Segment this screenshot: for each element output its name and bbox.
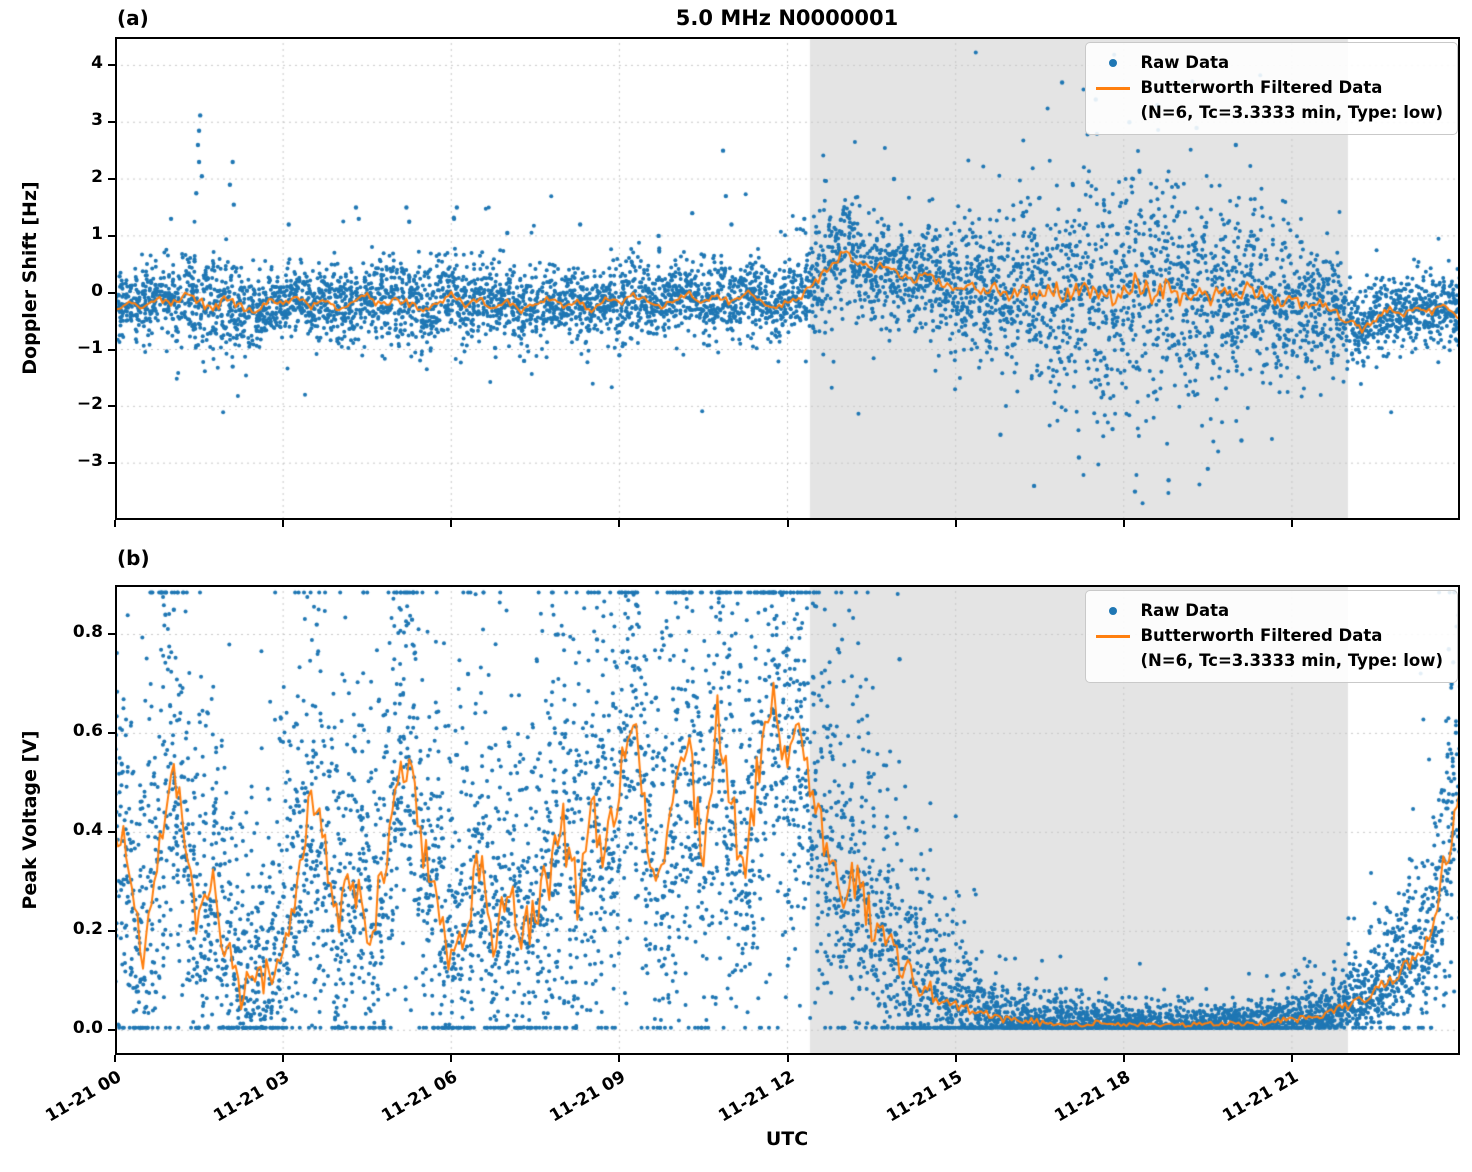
y-tick-mark bbox=[108, 732, 115, 735]
y-tick-label: −1 bbox=[76, 337, 103, 358]
x-tick-label: 11-21 03 bbox=[210, 1067, 294, 1127]
panel-b-label: (b) bbox=[117, 546, 150, 570]
y-tick-label: −3 bbox=[76, 451, 103, 472]
legend-filtered-sublabel: (N=6, Tc=3.3333 min, Type: low) bbox=[1140, 650, 1443, 670]
x-tick-mark bbox=[786, 1055, 789, 1062]
legend-raw-label: Raw Data bbox=[1140, 601, 1230, 620]
y-tick-mark bbox=[108, 178, 115, 181]
x-tick-mark bbox=[1122, 520, 1125, 527]
y-tick-mark bbox=[108, 64, 115, 67]
y-tick-label: 0.8 bbox=[72, 622, 103, 643]
y-tick-mark bbox=[108, 633, 115, 636]
x-tick-mark bbox=[1290, 1055, 1293, 1062]
y-tick-mark bbox=[108, 831, 115, 834]
filtered-line-icon bbox=[1096, 86, 1131, 90]
legend-raw-row: Raw Data bbox=[1096, 51, 1443, 76]
legend-raw-label: Raw Data bbox=[1140, 53, 1230, 72]
y-tick-mark bbox=[108, 234, 115, 237]
x-tick-label: 11-21 09 bbox=[546, 1067, 630, 1127]
y-tick-label: 1 bbox=[91, 223, 103, 244]
y-tick-label: 0.2 bbox=[72, 919, 103, 940]
y-tick-mark bbox=[108, 348, 115, 351]
x-tick-label: 11-21 00 bbox=[42, 1067, 125, 1127]
panel-b-legend: Raw Data Butterworth Filtered Data (N=6,… bbox=[1085, 590, 1458, 684]
x-tick-mark bbox=[786, 520, 789, 527]
figure-title: 5.0 MHz N0000001 bbox=[675, 6, 899, 30]
y-tick-label: 0.4 bbox=[72, 820, 103, 841]
x-tick-label: 11-21 12 bbox=[714, 1067, 798, 1127]
legend-filtered-marker-cell bbox=[1096, 634, 1131, 638]
panel-a-legend: Raw Data Butterworth Filtered Data (N=6,… bbox=[1085, 42, 1458, 136]
panel-a-y-axis-label: Doppler Shift [Hz] bbox=[19, 181, 41, 375]
x-tick-mark bbox=[1290, 520, 1293, 527]
legend-filtered-sublabel: (N=6, Tc=3.3333 min, Type: low) bbox=[1140, 102, 1443, 122]
x-tick-mark bbox=[114, 1055, 116, 1062]
x-tick-mark bbox=[954, 1055, 957, 1062]
y-tick-mark bbox=[108, 1029, 115, 1032]
x-axis-label: UTC bbox=[765, 1128, 809, 1150]
x-tick-mark bbox=[954, 520, 957, 527]
legend-filtered-marker-cell bbox=[1096, 86, 1131, 90]
y-tick-mark bbox=[108, 405, 115, 408]
y-tick-label: 0.0 bbox=[72, 1018, 103, 1039]
legend-filtered-row: Butterworth Filtered Data bbox=[1096, 76, 1443, 101]
x-tick-mark bbox=[450, 1055, 453, 1062]
panel-a-label: (a) bbox=[117, 6, 149, 30]
x-tick-mark bbox=[618, 1055, 621, 1062]
x-tick-mark bbox=[450, 520, 453, 527]
y-tick-label: 2 bbox=[91, 167, 103, 188]
panel-b-y-axis-label: Peak Voltage [V] bbox=[19, 730, 41, 910]
filtered-line-icon bbox=[1096, 634, 1131, 638]
x-tick-mark bbox=[1122, 1055, 1125, 1062]
y-tick-label: 0 bbox=[91, 280, 103, 301]
legend-raw-row: Raw Data bbox=[1096, 599, 1443, 624]
legend-filtered-label: Butterworth Filtered Data bbox=[1140, 625, 1383, 645]
y-tick-mark bbox=[108, 930, 115, 933]
legend-raw-marker-cell bbox=[1096, 607, 1130, 616]
x-tick-mark bbox=[114, 520, 116, 527]
legend-filtered-row: Butterworth Filtered Data bbox=[1096, 624, 1443, 649]
raw-data-dot-icon bbox=[1109, 59, 1118, 68]
legend-raw-marker-cell bbox=[1096, 59, 1130, 68]
y-tick-mark bbox=[108, 291, 115, 294]
legend-filtered-label: Butterworth Filtered Data bbox=[1140, 77, 1383, 97]
y-tick-label: 0.6 bbox=[72, 721, 103, 742]
x-tick-label: 11-21 15 bbox=[882, 1067, 966, 1127]
y-tick-label: 4 bbox=[91, 53, 103, 74]
x-tick-label: 11-21 06 bbox=[378, 1067, 462, 1127]
x-tick-mark bbox=[282, 520, 285, 527]
y-tick-mark bbox=[108, 462, 115, 465]
x-tick-mark bbox=[282, 1055, 285, 1062]
x-tick-mark bbox=[618, 520, 621, 527]
y-tick-label: −2 bbox=[76, 394, 103, 415]
raw-data-dot-icon bbox=[1109, 607, 1118, 616]
y-tick-mark bbox=[108, 121, 115, 124]
x-tick-label: 11-21 21 bbox=[1219, 1067, 1302, 1127]
y-tick-label: 3 bbox=[91, 110, 103, 131]
x-tick-label: 11-21 18 bbox=[1051, 1067, 1134, 1127]
